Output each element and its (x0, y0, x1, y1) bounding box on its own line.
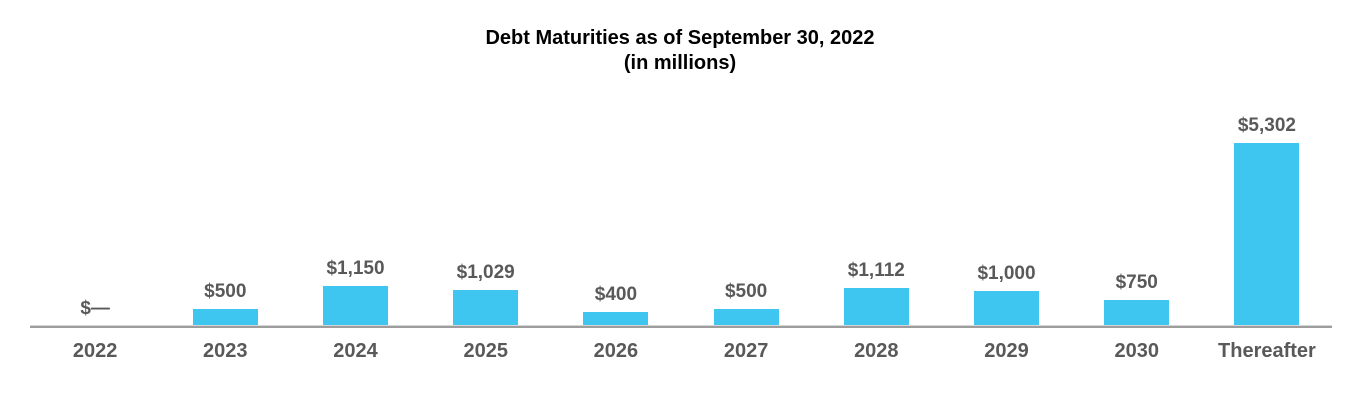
bar-value-label: $750 (1115, 272, 1158, 293)
bar-value-label: $400 (594, 284, 638, 305)
bar-thereafter (1234, 143, 1300, 326)
bar-cell-2023: $500 (160, 280, 290, 326)
bar-2028 (843, 288, 909, 326)
bar-2023 (192, 309, 258, 326)
bar-2026 (583, 312, 649, 326)
bar-2027 (713, 309, 779, 326)
x-axis-label-2026: 2026 (593, 340, 639, 362)
x-axis-label-2025: 2025 (463, 340, 508, 362)
x-axis-label-2024: 2024 (333, 340, 378, 362)
chart-subtitle: (in millions) (623, 52, 737, 74)
bar-2024 (323, 286, 388, 326)
x-axis-label-2030: 2030 (1114, 340, 1159, 362)
bar-value-label: $5,302 (1237, 115, 1296, 136)
bar-cell-2030: $750 (1072, 271, 1202, 326)
bar-value-label: $500 (204, 281, 247, 302)
plot-area: $— $500 $1,150 $1,029 $400 $500 $1,112 $1,000 $7… (30, 114, 1332, 326)
x-axis-label-2029: 2029 (984, 340, 1029, 362)
x-axis-label-2027: 2027 (723, 340, 769, 362)
bar-cell-2025: $1,029 (421, 261, 551, 326)
bar-2029 (974, 291, 1040, 326)
bar-value-label: $500 (724, 281, 768, 302)
bar-cell-2028: $1,112 (811, 259, 941, 326)
bar-value-label: $1,000 (977, 263, 1036, 284)
bar-value-label: $— (80, 298, 110, 319)
x-axis-label-2028: 2028 (854, 340, 899, 362)
bar-cell-2022: $— (30, 297, 160, 326)
bar-value-label: $1,150 (326, 258, 385, 279)
x-axis-label-thereafter: Thereafter (1218, 340, 1316, 362)
x-axis-labels: 2022 2023 2024 2025 2026 2027 2028 2029 2030 Ther… (30, 339, 1332, 363)
bar-cell-2027: $500 (681, 280, 811, 326)
bar-value-label: $1,112 (847, 260, 905, 281)
bar-cell-2026: $400 (551, 283, 681, 326)
chart-title-block: Debt Maturities as of September 30, 2022… (0, 26, 1360, 76)
bar-value-label: $1,029 (456, 262, 515, 283)
bar-2025 (453, 290, 519, 326)
x-axis-label-2023: 2023 (203, 340, 248, 362)
chart-title: Debt Maturities as of September 30, 2022 (485, 27, 875, 49)
x-axis-label-2022: 2022 (72, 340, 118, 362)
bar-cell-2029: $1,000 (941, 262, 1071, 326)
bar-2030 (1104, 300, 1170, 326)
x-axis-line (30, 326, 1332, 328)
bar-cell-thereafter: $5,302 (1202, 114, 1332, 326)
bar-cell-2024: $1,150 (290, 257, 420, 326)
